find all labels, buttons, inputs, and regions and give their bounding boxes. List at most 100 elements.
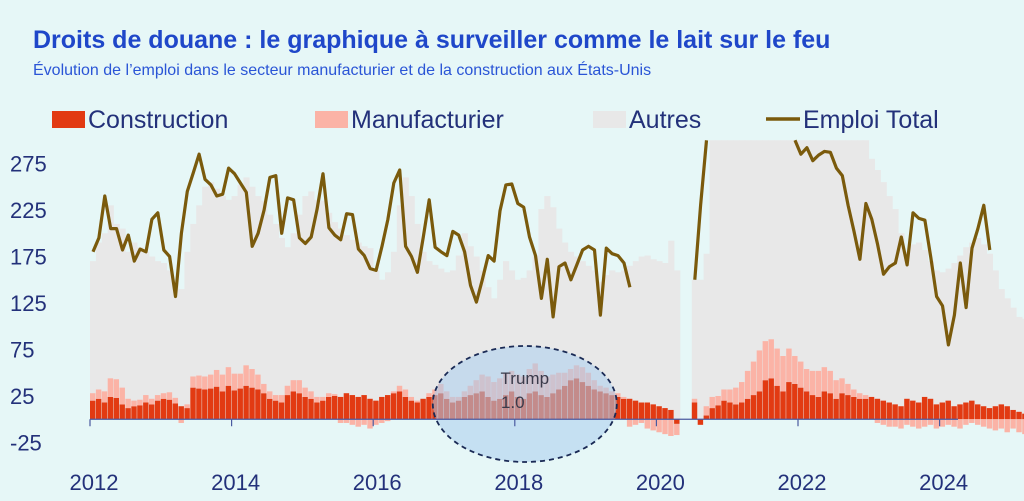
autres-bar-0-59: [438, 268, 445, 420]
construction-bar-0-96: [656, 406, 662, 420]
autres-bar-0-88: [609, 270, 616, 420]
autres-bar-0-10: [149, 256, 156, 420]
construction-bar-1-44: [951, 406, 957, 420]
autres-bar-0-32: [278, 237, 285, 420]
construction-bar-1-30: [868, 396, 875, 420]
autres-bar-0-4: [113, 223, 120, 420]
manufacturier-bar-1-9: [744, 370, 751, 399]
manufacturier-bar-0-94: [644, 419, 651, 429]
y-tick-label-3: 125: [10, 291, 47, 316]
autres-bar-0-77: [544, 196, 551, 420]
construction-bar-1-1: [697, 419, 704, 425]
autres-bar-0-76: [538, 209, 545, 420]
autres-bar-0-54: [408, 196, 415, 420]
autres-bar-1-42: [939, 272, 946, 420]
manufacturier-bar-0-8: [137, 399, 143, 406]
construction-bar-1-20: [809, 395, 816, 420]
y-tick-label-0: 275: [10, 152, 47, 177]
x-tick-label-0: 2012: [70, 470, 119, 495]
manufacturier-bar-0-49: [379, 419, 385, 423]
construction-bar-0-90: [621, 398, 627, 420]
annotation-label-line2: 1.0: [501, 393, 525, 412]
construction-bar-0-89: [615, 396, 621, 420]
x-tick-label-2: 2016: [353, 470, 402, 495]
manufacturier-bar-1-26: [845, 383, 851, 396]
manufacturier-bar-1-8: [739, 382, 745, 403]
construction-bar-0-17: [190, 387, 196, 420]
manufacturier-bar-0-37: [308, 391, 314, 399]
construction-bar-0-30: [267, 398, 273, 420]
construction-bar-0-15: [178, 406, 184, 420]
construction-bar-0-36: [302, 396, 308, 420]
autres-bar-1-5: [721, 140, 728, 420]
construction-bar-0-27: [249, 387, 255, 420]
manufacturier-bar-1-15: [780, 356, 786, 392]
construction-bar-1-17: [792, 383, 798, 420]
construction-bar-0-18: [196, 388, 202, 420]
construction-bar-0-45: [355, 396, 361, 420]
construction-bar-0-44: [349, 395, 356, 420]
autres-bar-0-60: [444, 272, 451, 420]
manufacturier-bar-0-93: [638, 419, 645, 423]
construction-bar-0-47: [367, 398, 373, 420]
autres-bar-0-80: [562, 242, 569, 420]
autres-bar-0-30: [267, 214, 274, 420]
manufacturier-bar-0-11: [154, 395, 161, 401]
autres-bar-0-19: [202, 186, 209, 420]
construction-bar-0-37: [308, 398, 314, 420]
y-tick-label-6: -25: [10, 431, 42, 456]
construction-bar-1-33: [886, 402, 892, 420]
manufacturier-bar-1-36: [904, 419, 910, 425]
manufacturier-bar-0-13: [166, 392, 173, 400]
autres-bar-1-10: [750, 140, 757, 420]
autres-bar-1-7: [733, 140, 740, 420]
construction-bar-0-97: [662, 408, 668, 420]
manufacturier-bar-1-13: [768, 339, 774, 379]
construction-bar-0-14: [172, 403, 179, 420]
autres-bar-1-54: [1010, 307, 1017, 420]
autres-bar-0-52: [396, 205, 403, 420]
construction-bar-1-51: [992, 406, 999, 420]
autres-bar-0-8: [137, 247, 144, 420]
manufacturier-bar-1-55: [1016, 419, 1022, 433]
construction-bar-1-9: [744, 398, 751, 420]
construction-bar-0-28: [255, 389, 261, 420]
construction-bar-1-46: [963, 402, 969, 420]
manufacturier-bar-0-96: [656, 419, 662, 433]
plot-area: Trump 1.0: [90, 139, 1024, 463]
manufacturier-bar-0-45: [355, 419, 361, 427]
construction-bar-0-93: [638, 402, 645, 420]
manufacturier-bar-0-41: [331, 394, 338, 396]
manufacturier-bar-0-27: [249, 369, 255, 388]
manufacturier-bar-0-46: [361, 419, 367, 425]
construction-bar-0-5: [119, 404, 125, 420]
autres-bar-0-83: [579, 261, 586, 420]
manufacturier-bar-0-28: [255, 374, 261, 390]
autres-bar-0-89: [615, 272, 622, 420]
construction-bar-0-98: [668, 409, 674, 420]
construction-bar-1-26: [845, 395, 851, 420]
manufacturier-bar-0-17: [190, 376, 196, 388]
autres-bar-1-6: [727, 140, 734, 420]
construction-bar-0-1: [95, 398, 102, 420]
autres-bar-1-24: [833, 140, 840, 420]
manufacturier-bar-0-43: [343, 419, 350, 423]
autres-bar-1-1: [697, 279, 704, 420]
autres-bar-0-36: [302, 196, 309, 420]
autres-bar-0-48: [373, 270, 380, 420]
manufacturier-bar-0-18: [196, 375, 202, 389]
manufacturier-bar-1-42: [939, 419, 946, 427]
autres-bar-1-8: [739, 140, 746, 420]
manufacturier-bar-0-20: [208, 374, 214, 389]
autres-bar-1-48: [975, 237, 982, 420]
construction-bar-1-29: [862, 398, 869, 420]
autres-bar-1-16: [786, 140, 793, 420]
autres-bar-0-95: [650, 259, 657, 420]
manufacturier-bar-0-5: [119, 387, 125, 405]
manufacturier-bar-1-39: [921, 419, 928, 427]
autres-bar-0-15: [178, 289, 185, 420]
manufacturier-bar-1-49: [980, 419, 987, 427]
autres-bar-0-57: [426, 261, 433, 420]
autres-bar-1-28: [857, 140, 864, 420]
construction-bar-0-46: [361, 395, 367, 420]
